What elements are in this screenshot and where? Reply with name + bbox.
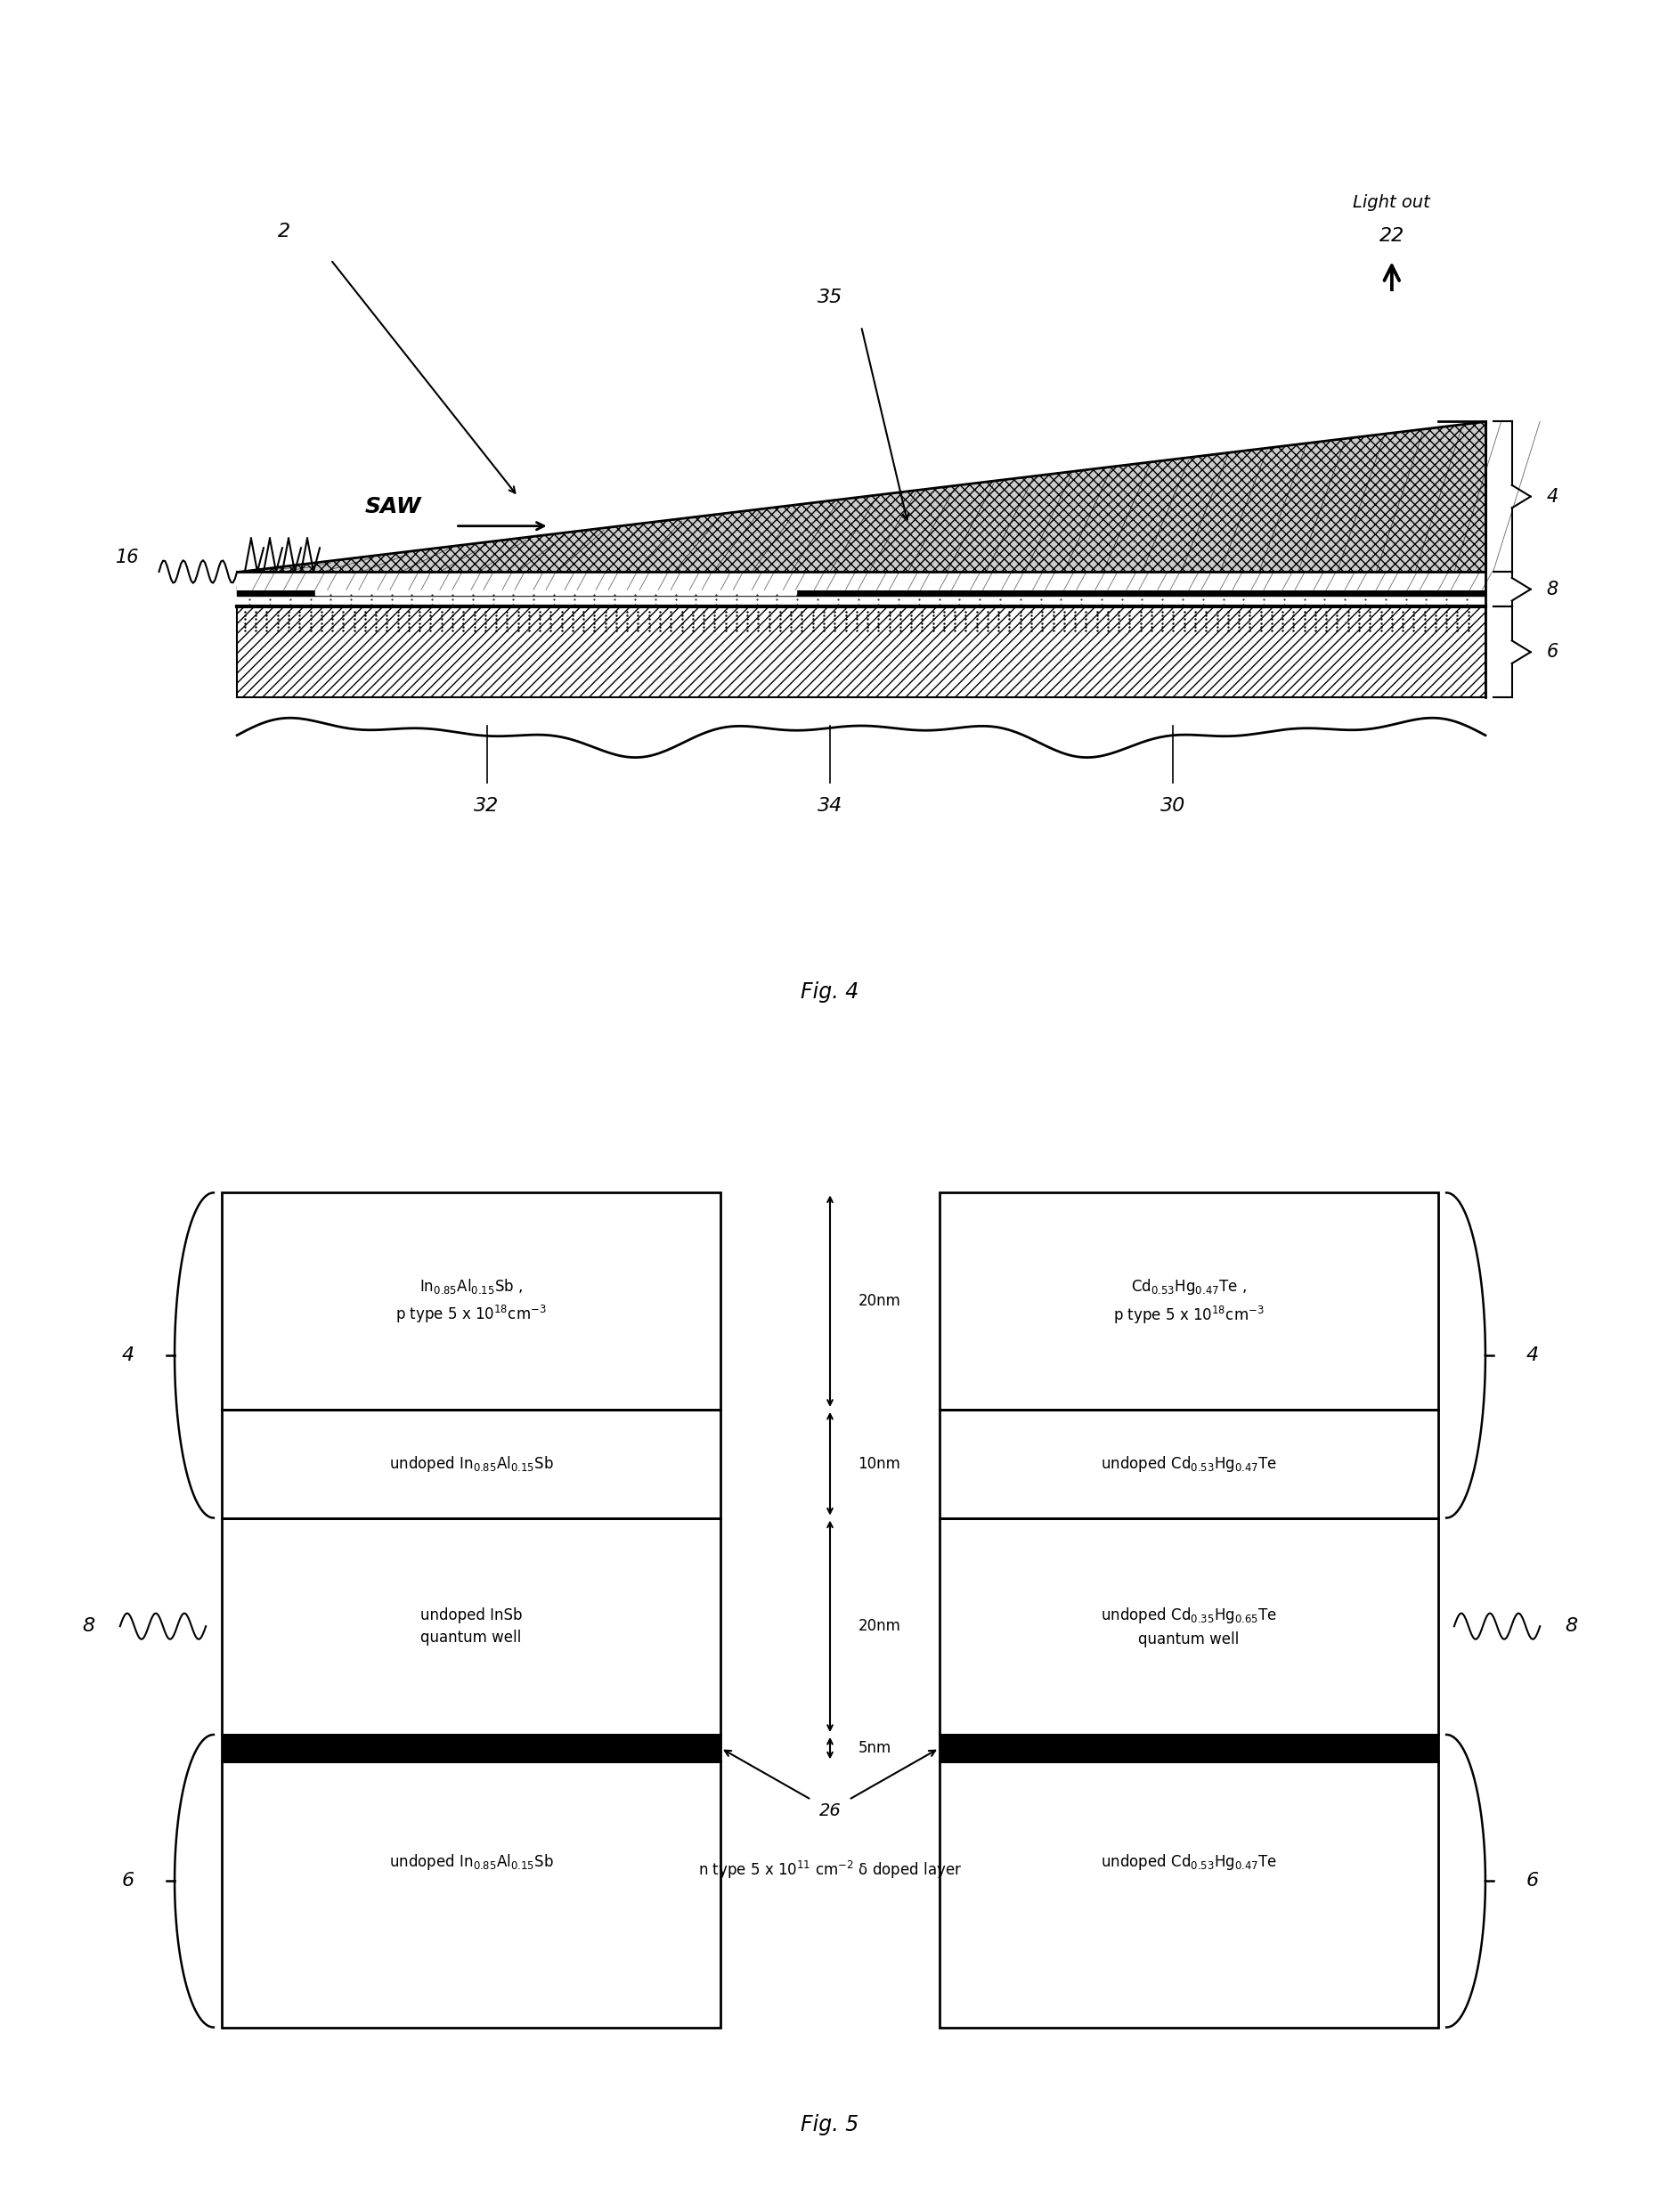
Bar	[221, 1192, 720, 1409]
Text: 20nm: 20nm	[858, 1294, 901, 1310]
Text: Fig. 4: Fig. 4	[800, 982, 860, 1002]
Bar	[940, 1761, 1439, 2026]
Polygon shape	[237, 420, 1486, 571]
Text: 22: 22	[1379, 228, 1404, 246]
Text: Light out: Light out	[1353, 195, 1431, 210]
Text: SAW: SAW	[365, 495, 422, 518]
Text: 5nm: 5nm	[858, 1741, 891, 1756]
Text: 20nm: 20nm	[858, 1619, 901, 1635]
Polygon shape	[237, 606, 1486, 697]
Text: 6: 6	[1526, 1871, 1539, 1889]
Polygon shape	[237, 591, 1486, 606]
Text: 30: 30	[1160, 796, 1185, 814]
Text: 4: 4	[1526, 1347, 1539, 1365]
Text: 10nm: 10nm	[858, 1455, 901, 1471]
Bar	[221, 1761, 720, 2026]
Text: 6: 6	[121, 1871, 134, 1889]
Bar	[221, 1409, 720, 1517]
Text: undoped In$_{0.85}$Al$_{0.15}$Sb: undoped In$_{0.85}$Al$_{0.15}$Sb	[388, 1851, 553, 1871]
Polygon shape	[237, 571, 1486, 591]
Text: 4: 4	[1545, 487, 1559, 504]
Text: Fig. 5: Fig. 5	[800, 2115, 860, 2135]
Text: undoped Cd$_{0.53}$Hg$_{0.47}$Te: undoped Cd$_{0.53}$Hg$_{0.47}$Te	[1101, 1453, 1277, 1473]
Bar	[940, 1409, 1439, 1517]
Bar	[940, 1734, 1439, 1761]
Text: undoped In$_{0.85}$Al$_{0.15}$Sb: undoped In$_{0.85}$Al$_{0.15}$Sb	[388, 1453, 553, 1473]
Text: 34: 34	[817, 796, 843, 814]
Bar	[221, 1734, 720, 1761]
Text: In$_{0.85}$Al$_{0.15}$Sb ,
p type 5 x 10$^{18}$cm$^{-3}$: In$_{0.85}$Al$_{0.15}$Sb , p type 5 x 10…	[395, 1276, 546, 1325]
Text: 2: 2	[277, 221, 290, 241]
Text: undoped Cd$_{0.53}$Hg$_{0.47}$Te: undoped Cd$_{0.53}$Hg$_{0.47}$Te	[1101, 1851, 1277, 1871]
Text: 16: 16	[116, 549, 139, 566]
Text: n type 5 x 10$^{11}$ cm$^{-2}$ δ doped layer: n type 5 x 10$^{11}$ cm$^{-2}$ δ doped l…	[699, 1860, 961, 1880]
Text: 8: 8	[1545, 580, 1559, 597]
Text: 26: 26	[818, 1803, 842, 1818]
Text: undoped Cd$_{0.35}$Hg$_{0.65}$Te
quantum well: undoped Cd$_{0.35}$Hg$_{0.65}$Te quantum…	[1101, 1606, 1277, 1648]
Text: 32: 32	[475, 796, 500, 814]
Text: 4: 4	[121, 1347, 134, 1365]
Text: undoped InSb
quantum well: undoped InSb quantum well	[420, 1608, 523, 1646]
Text: 35: 35	[817, 290, 843, 307]
Bar	[940, 1192, 1439, 1409]
Bar	[221, 1517, 720, 1734]
Text: 8: 8	[1565, 1617, 1577, 1635]
Text: 6: 6	[1545, 644, 1559, 661]
Bar	[940, 1517, 1439, 1734]
Text: Cd$_{0.53}$Hg$_{0.47}$Te ,
p type 5 x 10$^{18}$cm$^{-3}$: Cd$_{0.53}$Hg$_{0.47}$Te , p type 5 x 10…	[1114, 1276, 1265, 1325]
Text: 8: 8	[83, 1617, 95, 1635]
